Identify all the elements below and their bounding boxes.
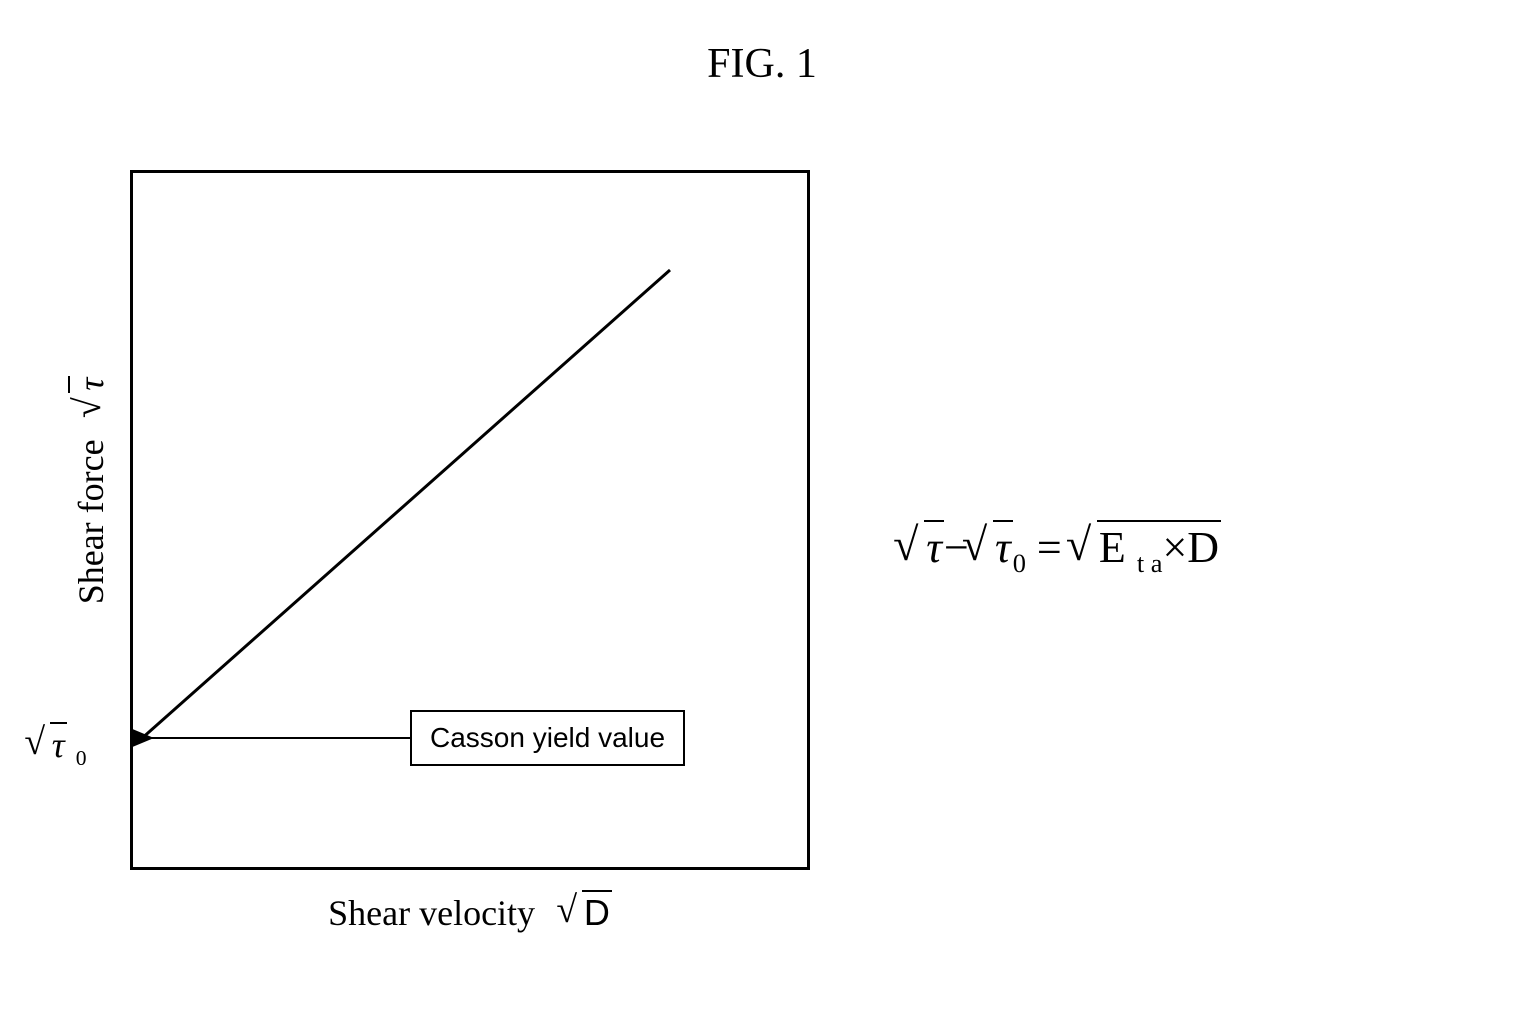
y-intercept-label: τ 0 bbox=[30, 722, 86, 771]
equation: τ−τ0 = E t a×D bbox=[900, 520, 1221, 579]
eq-tau0: τ bbox=[995, 523, 1011, 572]
sqrt-icon: D bbox=[562, 890, 612, 934]
sqrt-icon: τ bbox=[68, 376, 112, 413]
eq-D: D bbox=[1187, 523, 1219, 572]
eq-ta-sub: t a bbox=[1137, 548, 1163, 578]
x-axis-D: D bbox=[584, 892, 610, 933]
eq-E: E bbox=[1099, 523, 1126, 572]
y-intercept-tau: τ bbox=[52, 725, 65, 765]
sqrt-icon: E t a×D bbox=[1073, 520, 1221, 579]
sqrt-icon: τ bbox=[969, 520, 1013, 573]
eq-tau: τ bbox=[926, 523, 942, 572]
figure-title: FIG. 1 bbox=[0, 40, 1524, 88]
eq-tau0-sub: 0 bbox=[1013, 548, 1026, 578]
eq-times: × bbox=[1162, 523, 1187, 572]
chart-area: Shear force τ τ 0 Casson yield value She… bbox=[130, 170, 810, 930]
sqrt-icon: τ bbox=[900, 520, 944, 573]
y-intercept-sub: 0 bbox=[76, 746, 87, 770]
y-axis-text: Shear force bbox=[71, 439, 111, 604]
y-axis-tau: τ bbox=[71, 378, 111, 391]
eq-equals: = bbox=[1037, 523, 1062, 572]
data-line bbox=[140, 270, 670, 740]
x-axis-text: Shear velocity bbox=[328, 893, 535, 933]
sqrt-icon: τ bbox=[30, 722, 67, 766]
annotation-box: Casson yield value bbox=[410, 710, 685, 766]
x-axis-label: Shear velocity D bbox=[130, 890, 810, 934]
